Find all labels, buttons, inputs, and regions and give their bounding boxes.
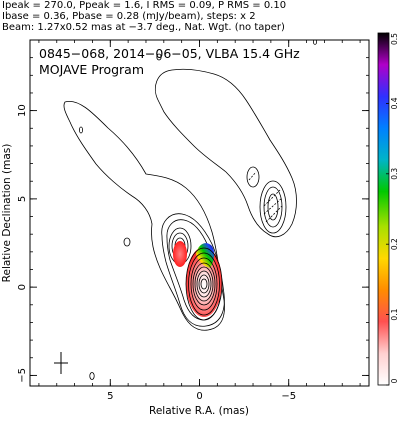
core-contours xyxy=(185,247,223,321)
colorbar xyxy=(377,32,390,386)
polarized-region-jet xyxy=(173,241,187,267)
plot-frame xyxy=(29,39,370,387)
colorbar-tick-label: 0.5 xyxy=(390,33,399,45)
jet-knot-a xyxy=(259,180,287,234)
colorbar-ticks: 0 0.1 0.2 0.3 0.4 0.5 xyxy=(386,32,399,386)
y-tick-label: −5 xyxy=(17,368,28,383)
colorbar-tick-label: 0.4 xyxy=(390,97,399,109)
x-tick-label: 0 xyxy=(196,391,202,402)
jet-knot-b xyxy=(246,166,260,188)
small-contour xyxy=(89,372,95,380)
header-line-2: Ibase = 0.36, Pbase = 0.28 (mJy/beam), s… xyxy=(2,11,256,22)
y-tick-label: 10 xyxy=(17,104,28,117)
axis-ticks: 5 0 −5 −5 0 5 10 xyxy=(17,40,369,402)
x-tick-label: 5 xyxy=(107,391,113,402)
small-contour xyxy=(79,126,84,134)
colorbar-tick-label: 0.3 xyxy=(390,168,399,180)
north-jet-contour xyxy=(155,68,297,238)
small-contour xyxy=(313,40,317,45)
colorbar-tick-label: 0 xyxy=(390,378,399,383)
beam-symbol xyxy=(54,352,68,374)
program-annotation: MOJAVE Program xyxy=(39,62,144,77)
y-tick-label: 5 xyxy=(17,196,28,202)
source-annotation: 0845−068, 2014−06−05, VLBA 15.4 GHz xyxy=(39,46,300,61)
small-contour xyxy=(123,237,131,247)
y-axis-label: Relative Declination (mas) xyxy=(1,144,13,283)
colorbar-tick-label: 0.1 xyxy=(390,308,399,320)
small-contour xyxy=(156,53,162,61)
colorbar-tick-label: 0.2 xyxy=(390,238,399,250)
header-line-3: Beam: 1.27x0.52 mas at −3.7 deg., Nat. W… xyxy=(2,22,285,33)
map-content xyxy=(54,40,317,380)
x-tick-label: −5 xyxy=(281,391,296,402)
y-tick-label: 0 xyxy=(17,284,28,290)
x-axis-label: Relative R.A. (mas) xyxy=(149,405,249,417)
outer-jet-contour xyxy=(63,100,225,331)
header-line-1: Ipeak = 270.0, Ppeak = 1.6, I RMS = 0.09… xyxy=(2,0,286,11)
